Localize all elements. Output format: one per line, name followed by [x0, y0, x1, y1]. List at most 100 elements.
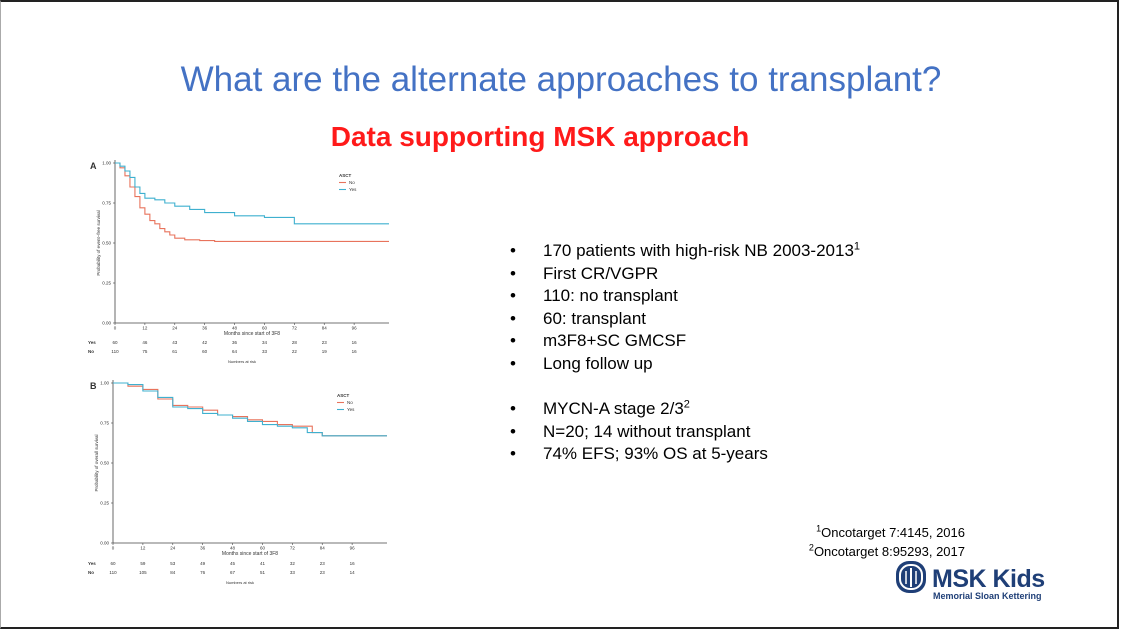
- bullet-item: • 60: transplant: [510, 308, 860, 331]
- y-tick-label: 0.25: [102, 281, 111, 286]
- legend-label-no: No: [349, 180, 355, 185]
- risk-cell: 23: [322, 340, 328, 345]
- risk-cell: 76: [200, 570, 206, 575]
- risk-cell: 34: [262, 340, 268, 345]
- risk-cell: 32: [290, 561, 296, 566]
- risk-cell: 61: [172, 349, 178, 354]
- bullet-item: • First CR/VGPR: [510, 263, 860, 286]
- bullet-text: Long follow up: [543, 353, 653, 373]
- bullet-text: 60: transplant: [543, 308, 647, 328]
- x-tick-label: 12: [142, 326, 148, 331]
- bullet-dot: •: [510, 353, 516, 373]
- bullet-text: MYCN-A stage 2/3: [543, 399, 684, 418]
- bullet-item: • Long follow up: [510, 353, 860, 376]
- bullet-dot: •: [510, 331, 516, 351]
- legend-title: ASCT: [339, 173, 352, 178]
- x-tick-label: 0: [112, 546, 115, 551]
- legend-label-yes: Yes: [347, 407, 355, 412]
- risk-cell: 22: [292, 349, 298, 354]
- x-axis-label: Months since start of 3F8: [222, 551, 278, 557]
- risk-row-label: No: [88, 349, 94, 354]
- bullet-item: • N=20; 14 without transplant: [510, 421, 768, 444]
- bullet-dot: •: [510, 399, 516, 418]
- risk-cell: 16: [352, 340, 358, 345]
- x-tick-label: 84: [322, 326, 328, 331]
- panel-label: B: [90, 381, 97, 391]
- y-tick-label: 0.50: [102, 241, 111, 246]
- risk-cell: 16: [352, 349, 358, 354]
- references: 1Oncotarget 7:4145, 2016 2Oncotarget 8:9…: [809, 523, 965, 561]
- x-axis-label: Months since start of 3F8: [224, 331, 280, 337]
- bullet-item: • 74% EFS; 93% OS at 5-years: [510, 443, 768, 466]
- risk-cell: 46: [142, 340, 148, 345]
- x-tick-label: 36: [200, 546, 206, 551]
- x-tick-label: 72: [292, 326, 298, 331]
- slide-title: What are the alternate approaches to tra…: [180, 60, 942, 99]
- risk-cell: 33: [290, 570, 296, 575]
- y-axis-label: Probability of event−free survival: [96, 210, 101, 275]
- y-tick-label: 0.75: [102, 201, 111, 206]
- risk-cell: 84: [170, 570, 176, 575]
- bullet-text: 170 patients with high-risk NB 2003-2013: [543, 241, 854, 260]
- logo-name: MSK Kids: [932, 565, 1045, 593]
- y-tick-label: 0.00: [100, 541, 109, 546]
- risk-cell: 75: [142, 349, 148, 354]
- y-tick-label: 0.75: [100, 421, 109, 426]
- legend-title: ASCT: [337, 393, 350, 398]
- legend-label-yes: Yes: [349, 187, 357, 192]
- bullet-dot: •: [510, 444, 516, 464]
- bullet-text: m3F8+SC GMCSF: [543, 331, 687, 351]
- x-tick-label: 48: [230, 546, 236, 551]
- risk-table-title: Numbers at risk: [226, 580, 254, 585]
- bullet-item: • MYCN-A stage 2/32: [510, 398, 768, 421]
- bullet-text: N=20; 14 without transplant: [543, 421, 751, 441]
- bullet-dot: •: [510, 308, 516, 328]
- risk-cell: 41: [260, 561, 266, 566]
- x-tick-label: 24: [170, 546, 176, 551]
- risk-cell: 67: [230, 570, 236, 575]
- os-chart-panel-b: B 0.00 0.25 0.50 0.75 1.00 0 12 24 36 48 60 72 84 96 Mo…: [88, 380, 387, 585]
- bullet-dot: •: [510, 263, 516, 283]
- x-tick-label: 60: [260, 546, 266, 551]
- risk-cell: 43: [172, 340, 178, 345]
- y-tick-label: 1.00: [100, 381, 109, 386]
- x-tick-label: 60: [262, 326, 268, 331]
- risk-cell: 53: [170, 561, 176, 566]
- x-tick-label: 12: [140, 546, 146, 551]
- risk-cell: 23: [320, 561, 326, 566]
- risk-cell: 19: [322, 349, 328, 354]
- risk-table-title: Numbers at risk: [228, 359, 256, 364]
- x-tick-label: 96: [352, 326, 358, 331]
- bullet-superscript: 1: [853, 240, 861, 253]
- msk-shield-icon: [896, 561, 926, 593]
- reference-1: 1Oncotarget 7:4145, 2016: [816, 523, 965, 540]
- x-tick-label: 84: [320, 546, 326, 551]
- legend-label-no: No: [347, 400, 353, 405]
- risk-row-label: Yes: [88, 340, 96, 345]
- efs-chart-panel-a: A 0.00 0.25 0.50 0.75 1.00 0 12 24 36 48 60 72 84 96 Mo…: [88, 160, 389, 364]
- risk-cell: 36: [232, 340, 238, 345]
- risk-cell: 49: [200, 561, 206, 566]
- risk-cell: 16: [350, 561, 356, 566]
- slide-subtitle: Data supporting MSK approach: [330, 121, 750, 152]
- x-tick-label: 0: [114, 326, 117, 331]
- risk-cell: 28: [292, 340, 298, 345]
- bullet-list-cohort: • 170 patients with high-risk NB 2003-201…: [510, 240, 860, 376]
- risk-cell: 60: [202, 349, 208, 354]
- risk-cell: 23: [320, 570, 326, 575]
- x-tick-label: 48: [232, 326, 238, 331]
- risk-cell: 45: [230, 561, 236, 566]
- risk-cell: 110: [109, 570, 117, 575]
- risk-row-label: No: [88, 570, 94, 575]
- risk-cell: 14: [350, 570, 356, 575]
- risk-cell: 60: [112, 340, 118, 345]
- x-tick-label: 36: [202, 326, 208, 331]
- bullet-item: • 110: no transplant: [510, 285, 860, 308]
- logo-subtitle: Memorial Sloan Kettering: [933, 591, 1042, 601]
- x-tick-label: 24: [172, 326, 178, 331]
- bullet-list-mycn: • MYCN-A stage 2/32 • N=20; 14 without tran…: [510, 398, 768, 466]
- msk-kids-logo: MSK Kids Memorial Sloan Kettering: [895, 560, 1055, 602]
- risk-cell: 51: [260, 570, 266, 575]
- y-tick-label: 0.50: [100, 461, 109, 466]
